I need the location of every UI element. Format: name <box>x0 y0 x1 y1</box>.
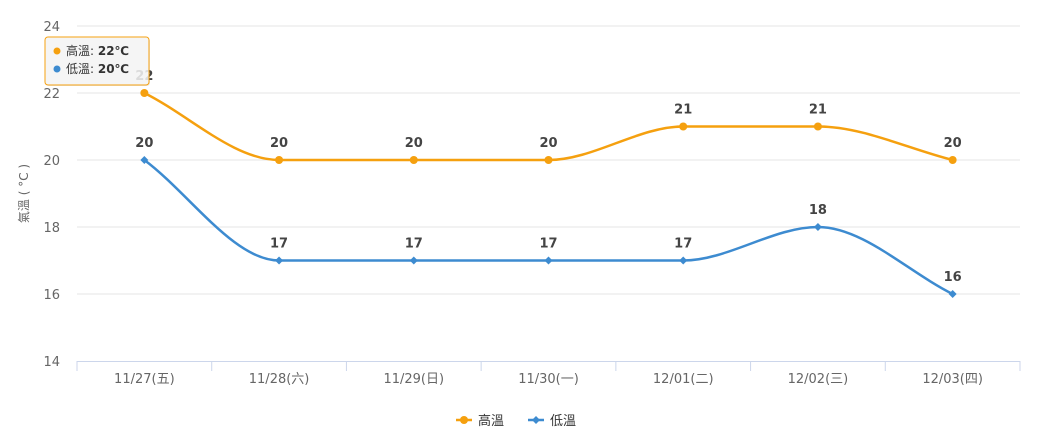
data-point-low <box>813 223 822 231</box>
data-point-low <box>679 256 688 265</box>
data-point-high <box>140 89 149 97</box>
legend-item-high: 高溫 <box>456 413 504 429</box>
y-tick-label: 14 <box>43 355 60 370</box>
legend-label: 高溫 <box>478 413 504 429</box>
data-label-low: 16 <box>944 270 962 285</box>
data-point-high <box>679 122 688 131</box>
data-point-high <box>948 156 957 164</box>
legend: 高溫 低溫 <box>456 413 576 429</box>
tooltip-value: 20℃ <box>98 62 129 76</box>
tooltip-row: 低溫: 20℃ <box>66 62 129 76</box>
data-labels: 2220202021212020171717171816 <box>135 69 961 285</box>
data-label-low: 17 <box>405 237 423 252</box>
axes: 14 16 18 20 22 24 11/27(五) 11/28(六) 11/29(日) 11/3… <box>17 20 1021 387</box>
data-point-high <box>544 156 553 164</box>
y-tick-label: 18 <box>43 221 60 236</box>
tooltip: 高溫: 22℃低溫: 20℃ <box>44 36 150 86</box>
y-tick-label: 20 <box>43 154 60 169</box>
data-label-low: 17 <box>270 237 288 252</box>
data-point-low <box>275 256 284 265</box>
data-label-high: 21 <box>809 103 827 118</box>
x-tick-label: 11/30(一) <box>518 372 579 387</box>
data-label-high: 20 <box>539 136 557 151</box>
data-point-high <box>813 122 822 131</box>
legend-marker <box>460 416 468 424</box>
data-label-high: 20 <box>405 136 423 151</box>
tooltip-series-label: 低溫: <box>66 62 98 76</box>
data-label-low: 17 <box>674 237 692 252</box>
tooltip-bullet <box>53 65 61 73</box>
data-label-high: 21 <box>674 103 692 118</box>
data-point-low <box>140 156 149 164</box>
data-point-low <box>544 256 553 265</box>
series-layer <box>140 89 957 298</box>
tooltip-value: 22℃ <box>98 44 129 58</box>
data-label-high: 20 <box>944 136 962 151</box>
x-tick-label: 12/02(三) <box>788 372 849 387</box>
x-tick-label: 11/27(五) <box>114 372 175 387</box>
data-point-low <box>948 290 957 298</box>
legend-item-low: 低溫 <box>528 414 576 429</box>
y-axis-title: 氣溫 ( °C ) <box>17 164 31 223</box>
tooltip-bullet <box>53 47 61 55</box>
y-tick-label: 16 <box>43 288 60 303</box>
legend-label: 低溫 <box>550 414 576 429</box>
data-label-high: 20 <box>270 136 288 151</box>
data-point-high <box>409 156 418 164</box>
x-tick-label: 12/01(二) <box>653 372 714 387</box>
data-label-low: 18 <box>809 203 827 218</box>
y-tick-label: 24 <box>43 20 60 35</box>
data-label-low: 17 <box>539 237 557 252</box>
tooltip-row: 高溫: 22℃ <box>66 43 129 58</box>
y-tick-label: 22 <box>43 87 60 102</box>
tooltip-series-label: 高溫: <box>66 43 98 58</box>
data-point-high <box>275 156 284 164</box>
x-tick-label: 12/03(四) <box>922 372 983 387</box>
data-point-low <box>409 256 418 265</box>
data-label-low: 20 <box>135 136 153 151</box>
tooltip-box <box>44 36 150 86</box>
x-tick-label: 11/29(日) <box>383 372 444 387</box>
legend-marker <box>532 416 540 424</box>
x-tick-label: 11/28(六) <box>249 372 310 387</box>
